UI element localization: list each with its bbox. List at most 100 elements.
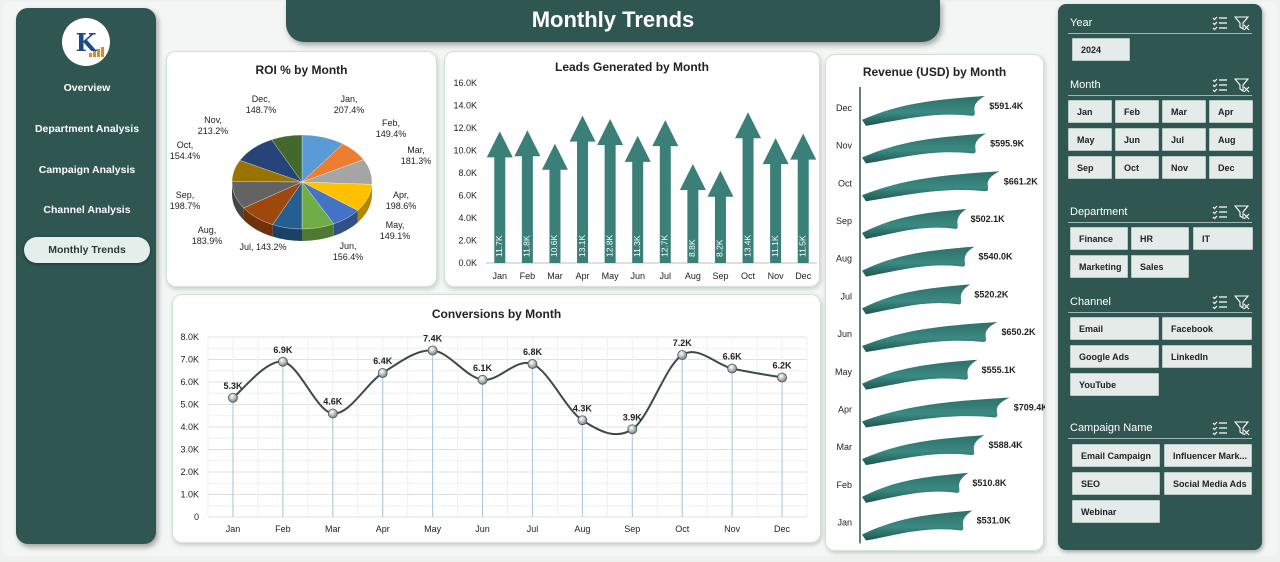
y-tick-label: Apr [838, 404, 852, 414]
slicer-campaign-item[interactable]: SEO [1072, 472, 1160, 495]
x-tick-label: Mar [325, 524, 341, 534]
leads-bar-may[interactable] [597, 119, 624, 263]
slicer-month-item[interactable]: Mar [1162, 100, 1206, 123]
leads-bar-nov[interactable] [762, 138, 789, 263]
slicer-month-item[interactable]: Jun [1115, 128, 1159, 151]
conversions-point-apr[interactable] [377, 368, 388, 378]
leads-bar-jul[interactable] [652, 120, 679, 263]
conversions-point-jun[interactable] [477, 374, 488, 385]
leads-bar-jan[interactable] [486, 131, 513, 263]
nav-item-department-analysis[interactable]: Department Analysis [34, 123, 140, 135]
conversions-point-nov[interactable] [727, 363, 738, 374]
leads-bar-feb[interactable] [514, 130, 541, 263]
revenue-bar-may[interactable] [862, 359, 978, 390]
revenue-bar-jul[interactable] [862, 284, 971, 315]
revenue-bar-mar[interactable] [862, 435, 985, 466]
x-tick-label: May [602, 271, 620, 281]
x-tick-label: Jun [475, 524, 490, 534]
pie-slices [231, 134, 373, 230]
slicer-channel-item[interactable]: LinkedIn [1162, 345, 1252, 368]
revenue-chart-title: Revenue (USD) by Month [862, 65, 1007, 79]
slicer-month-item[interactable]: Nov [1162, 156, 1206, 179]
conversions-point-dec[interactable] [777, 372, 787, 383]
multi-select-icon[interactable] [1212, 15, 1228, 31]
slicer-month-item[interactable]: Sep [1068, 156, 1112, 179]
leads-bar-sep[interactable] [707, 170, 734, 263]
clear-filter-icon[interactable] [1234, 15, 1250, 31]
revenue-bar-sep[interactable] [862, 208, 967, 239]
x-tick-label: Jun [630, 271, 645, 281]
conversions-point-jul[interactable] [527, 359, 538, 369]
slicer-campaign-title: Campaign Name [1070, 422, 1153, 434]
revenue-bar-apr[interactable] [862, 397, 1010, 428]
nav-item-monthly-trends[interactable]: Monthly Trends [24, 237, 150, 263]
revenue-bar-jan[interactable] [862, 510, 973, 541]
clear-filter-icon[interactable] [1234, 77, 1250, 93]
leads-bar-oct[interactable] [735, 112, 762, 263]
conversions-point-sep[interactable] [627, 424, 638, 435]
y-tick-label: Nov [836, 141, 853, 151]
leads-chart-title: Leads Generated by Month [554, 60, 710, 74]
leads-bar-aug[interactable] [679, 164, 706, 263]
slicer-month-item[interactable]: Jan [1068, 100, 1112, 123]
slicer-channel-item[interactable]: YouTube [1070, 373, 1159, 396]
slicer-month-item[interactable]: Oct [1115, 156, 1159, 179]
slicer-department-item[interactable]: Sales [1131, 255, 1189, 278]
slicer-department-item[interactable]: Finance [1070, 227, 1128, 250]
slicer-month-header: Month [1068, 76, 1252, 96]
leads-bar-jun[interactable] [624, 135, 651, 263]
leads-bar-mar[interactable] [541, 143, 568, 263]
multi-select-icon[interactable] [1212, 204, 1228, 220]
slicer-month-item[interactable]: Dec [1209, 156, 1253, 179]
conversions-point-aug[interactable] [577, 415, 588, 426]
slicer-campaign-item[interactable]: Influencer Mark... [1164, 444, 1252, 467]
slicer-month-item[interactable]: Aug [1209, 128, 1253, 151]
conversions-point-feb[interactable] [277, 356, 288, 367]
title-banner: Monthly Trends [286, 0, 940, 42]
slicer-month-item[interactable]: Jul [1162, 128, 1206, 151]
slicer-channel-item[interactable]: Email [1070, 317, 1159, 340]
x-tick-label: May [424, 524, 442, 534]
conversions-point-may[interactable] [427, 345, 438, 356]
conversions-point-mar[interactable] [327, 408, 338, 419]
slicer-campaign-item[interactable]: Webinar [1072, 500, 1160, 523]
leads-bar-apr[interactable] [569, 115, 596, 263]
multi-select-icon[interactable] [1212, 294, 1228, 310]
slicer-month-item[interactable]: May [1068, 128, 1112, 151]
y-tick-label: Dec [836, 103, 853, 113]
revenue-bar-jun[interactable] [862, 322, 998, 353]
y-tick-label: 4.0K [180, 422, 199, 432]
slicer-department-item[interactable]: IT [1193, 227, 1253, 250]
leads-data-label: 11.5K [797, 235, 807, 257]
slicer-department-item[interactable]: HR [1131, 227, 1189, 250]
conversions-point-jan[interactable] [228, 392, 238, 403]
clear-filter-icon[interactable] [1234, 204, 1250, 220]
revenue-bar-aug[interactable] [862, 246, 975, 277]
slicer-department-item[interactable]: Marketing [1070, 255, 1128, 278]
conversions-point-oct[interactable] [677, 350, 688, 360]
nav-item-overview[interactable]: Overview [63, 82, 111, 94]
slicer-channel-item[interactable]: Facebook [1162, 317, 1252, 340]
revenue-bar-dec[interactable] [862, 95, 986, 126]
slicer-year-item[interactable]: 2024 [1072, 38, 1130, 61]
nav-item-channel-analysis[interactable]: Channel Analysis [43, 204, 131, 216]
clear-filter-icon[interactable] [1234, 294, 1250, 310]
revenue-data-label: $591.4K [989, 101, 1024, 111]
slicer-month-item[interactable]: Apr [1209, 100, 1253, 123]
revenue-bar-feb[interactable] [862, 472, 969, 503]
slicer-month-item[interactable]: Feb [1115, 100, 1159, 123]
nav-item-campaign-analysis[interactable]: Campaign Analysis [38, 164, 136, 176]
slicer-campaign-item[interactable]: Social Media Ads [1164, 472, 1252, 495]
pie-data-label: Apr, 198.6% [386, 190, 417, 211]
multi-select-icon[interactable] [1212, 77, 1228, 93]
revenue-bar-oct[interactable] [862, 171, 1000, 202]
slicer-channel-item[interactable]: Google Ads [1070, 345, 1159, 368]
slicer-campaign-item[interactable]: Email Campaign [1072, 444, 1160, 467]
revenue-bar-nov[interactable] [862, 133, 987, 164]
pie-slice-dec[interactable] [271, 134, 303, 183]
leads-bar-dec[interactable] [790, 133, 817, 263]
multi-select-icon[interactable] [1212, 420, 1228, 436]
clear-filter-icon[interactable] [1234, 420, 1250, 436]
pie-data-label: Dec, 148.7% [246, 94, 277, 115]
pie-slice-side [333, 210, 358, 236]
